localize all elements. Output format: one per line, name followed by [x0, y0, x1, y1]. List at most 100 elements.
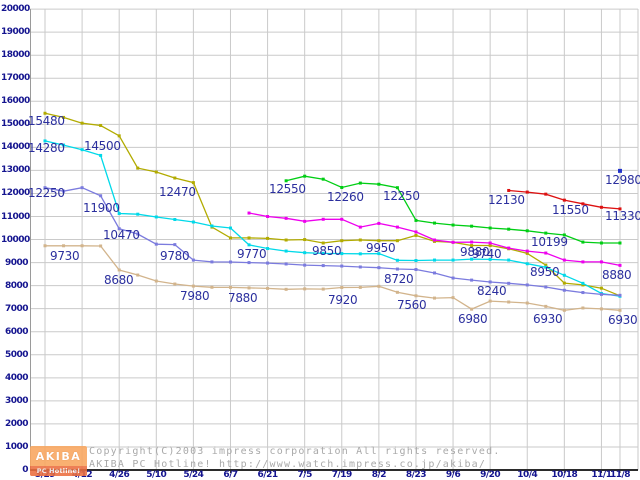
y-axis-label: 18000	[1, 50, 30, 61]
y-axis-label: 17000	[1, 73, 30, 84]
x-axis-label: 10/18	[551, 470, 578, 480]
point-label-red: 11330	[605, 209, 640, 223]
data-point-green	[618, 241, 622, 245]
data-point-olive	[395, 239, 399, 243]
data-point-slate	[395, 267, 399, 271]
data-point-green	[470, 224, 474, 228]
data-point-tan	[562, 308, 566, 312]
data-point-tan	[488, 299, 492, 303]
data-point-olive	[525, 251, 529, 255]
data-point-tan	[191, 284, 195, 288]
data-point-tan	[470, 307, 474, 311]
data-point-cyan	[210, 224, 214, 228]
data-point-slate	[136, 232, 140, 236]
data-point-navy	[617, 168, 622, 173]
data-point-red	[562, 198, 566, 202]
y-axis-label: 9000	[4, 257, 29, 268]
data-point-cyan	[395, 258, 399, 262]
data-point-olive	[266, 236, 270, 240]
data-point-cyan	[414, 259, 418, 263]
data-point-red	[618, 207, 622, 211]
data-point-slate	[173, 243, 177, 247]
data-point-cyan	[581, 281, 585, 285]
data-point-slate	[154, 242, 158, 246]
data-point-slate	[340, 264, 344, 268]
y-axis-label: 4000	[4, 372, 29, 383]
data-point-magenta	[358, 225, 362, 229]
data-point-cyan	[154, 215, 158, 219]
data-point-slate	[562, 288, 566, 292]
data-point-olive	[173, 176, 177, 180]
data-point-tan	[154, 279, 158, 283]
y-axis-label: 10000	[1, 234, 30, 245]
data-point-cyan	[43, 139, 47, 143]
data-point-tan	[210, 285, 214, 289]
data-point-green	[321, 177, 325, 181]
data-point-red	[507, 188, 511, 192]
data-point-tan	[284, 287, 288, 291]
data-point-green	[303, 174, 307, 178]
data-point-tan	[99, 244, 103, 248]
data-point-slate	[284, 262, 288, 266]
data-point-olive	[358, 238, 362, 242]
data-point-slate	[321, 264, 325, 268]
data-point-tan	[62, 244, 66, 248]
data-point-olive	[340, 239, 344, 243]
data-point-magenta	[581, 260, 585, 264]
data-point-red	[525, 190, 529, 194]
data-point-olive	[99, 123, 103, 127]
data-point-tan	[228, 285, 232, 289]
y-axis-label: 20000	[1, 4, 30, 15]
point-label-cyan: 14280	[28, 141, 65, 155]
data-point-olive	[154, 170, 158, 174]
y-axis-label: 8000	[4, 280, 29, 291]
data-point-green	[581, 240, 585, 244]
data-point-magenta	[340, 217, 344, 221]
data-point-olive	[470, 244, 474, 248]
data-point-green	[525, 229, 529, 233]
data-point-magenta	[618, 263, 622, 267]
data-point-tan	[599, 307, 603, 311]
data-point-olive	[284, 238, 288, 242]
data-point-cyan	[99, 153, 103, 157]
y-axis-label: 3000	[4, 395, 29, 406]
data-point-cyan	[562, 273, 566, 277]
data-point-magenta	[266, 215, 270, 219]
data-point-olive	[43, 111, 47, 115]
data-point-green	[358, 181, 362, 185]
data-point-slate	[581, 291, 585, 295]
point-label-tan: 9730	[50, 249, 80, 263]
data-point-olive	[117, 134, 121, 138]
x-axis-label: 5/10	[146, 470, 167, 480]
data-point-tan	[321, 287, 325, 291]
point-label-slate: 8720	[384, 272, 414, 286]
data-point-slate	[451, 276, 455, 280]
data-point-magenta	[303, 219, 307, 223]
series-line-olive	[44, 112, 621, 297]
data-point-cyan	[470, 257, 474, 261]
data-point-green	[377, 182, 381, 186]
point-label-magenta: 9880	[460, 245, 490, 259]
data-point-green	[562, 233, 566, 237]
x-axis-label: 6/21	[257, 470, 279, 480]
y-axis-label: 19000	[1, 27, 30, 38]
y-axis-label: 16000	[1, 96, 30, 107]
y-axis-label: 14000	[1, 142, 30, 153]
data-point-cyan	[340, 252, 344, 256]
x-axis-label: 10/4	[517, 470, 538, 480]
data-point-slate	[117, 227, 121, 231]
point-label-slate: 10470	[103, 228, 140, 242]
data-point-tan	[544, 304, 548, 308]
data-point-slate	[99, 194, 103, 198]
data-point-magenta	[525, 249, 529, 253]
data-point-slate	[62, 189, 66, 193]
y-axis-label: 2000	[4, 418, 29, 429]
point-label-red: 12130	[488, 193, 525, 207]
data-point-cyan	[377, 252, 381, 256]
data-point-olive	[599, 286, 603, 290]
x-axis-label: 11/1	[591, 470, 612, 480]
x-axis-label: 9/20	[480, 470, 501, 480]
data-point-tan	[173, 282, 177, 286]
series-line-slate	[44, 187, 621, 296]
data-point-slate	[191, 258, 195, 262]
